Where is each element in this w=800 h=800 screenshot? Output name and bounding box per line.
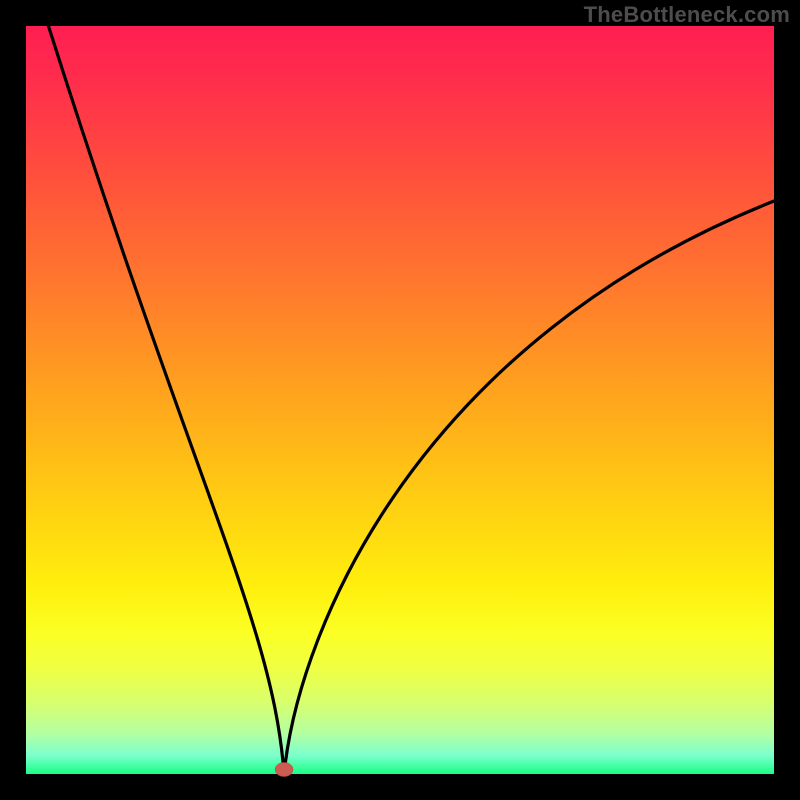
chart-container: TheBottleneck.com [0,0,800,800]
chart-gradient-bg [26,26,774,774]
minimum-marker [275,763,293,777]
bottleneck-chart [0,0,800,800]
watermark-text: TheBottleneck.com [584,2,790,28]
